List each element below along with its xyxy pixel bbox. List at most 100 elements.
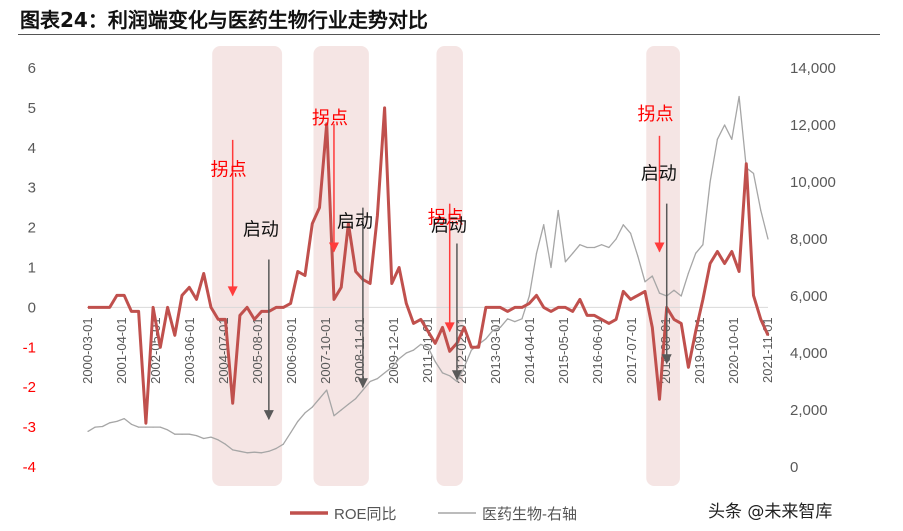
roe-yoy-line-point [383, 107, 386, 109]
pharma-index-line-point [275, 447, 277, 450]
pharma-index-line-point [210, 436, 212, 438]
roe-yoy-line-point [760, 318, 762, 320]
pharma-index-line-point [622, 224, 624, 226]
annotation-label-start: 启动 [641, 164, 677, 184]
x-tick-label: 2016-06-01 [590, 317, 605, 384]
roe-yoy-line-point [506, 310, 509, 312]
roe-yoy-line-point [174, 334, 176, 336]
legend-roe-label: ROE同比 [334, 506, 397, 523]
roe-yoy-line-point [289, 302, 292, 305]
annotation-label-start: 启动 [431, 216, 467, 236]
pharma-index-line-point [601, 244, 603, 246]
roe-yoy-line-point [333, 298, 335, 301]
roe-yoy-line-point [499, 306, 501, 308]
pharma-index-line-point [87, 430, 89, 432]
roe-yoy-line-point [318, 207, 321, 209]
roe-yoy-line-point [557, 306, 559, 308]
roe-yoy-line-point [658, 398, 661, 400]
pharma-index-line-point [333, 415, 335, 417]
x-tick-label: 2008-11-01 [352, 317, 367, 383]
x-tick-label: 2021-11-01 [760, 317, 775, 383]
right-axis-ticks: 14,000 12,000 10,000 8,000 6,000 4,000 2,000 0 [790, 60, 836, 476]
watermark: 头条 @未来智库 [708, 502, 833, 522]
left-tick-label: 5 [28, 100, 36, 117]
pharma-index-line-point [159, 426, 161, 428]
pharma-index-line-point [564, 261, 567, 263]
left-axis-ticks: 6 5 4 3 2 1 0 -1 -2 -3 -4 [23, 60, 36, 476]
roe-yoy-line-point [550, 310, 552, 312]
pharma-index-line-point [94, 426, 96, 428]
left-tick-label: 6 [28, 60, 36, 77]
roe-yoy-line-point [622, 290, 624, 293]
roe-yoy-line-point [239, 314, 241, 316]
roe-yoy-line-point [470, 346, 473, 348]
left-tick-label: -3 [23, 419, 36, 436]
pharma-index-line-point [152, 426, 154, 428]
annotation-arrowhead-turn [654, 242, 665, 253]
roe-yoy-line-point [224, 318, 227, 320]
annotation-label-turn: 拐点 [211, 160, 247, 180]
pharma-index-line-point [188, 433, 190, 435]
roe-yoy-line-point [253, 318, 255, 320]
pharma-index-line-point [376, 378, 378, 380]
pharma-index-line-point [412, 349, 415, 351]
pharma-index-line-point [427, 346, 429, 348]
pharma-index-line-point [499, 326, 501, 328]
roe-yoy-line-point [738, 270, 740, 273]
left-tick-label: -4 [23, 459, 36, 476]
pharma-index-line-point [318, 398, 321, 400]
roe-yoy-line-point [376, 215, 378, 217]
roe-yoy-line-point [355, 270, 357, 273]
roe-yoy-line-point [752, 294, 755, 297]
x-tick-label: 2013-03-01 [488, 317, 503, 384]
annotation-arrowhead-start [357, 378, 368, 389]
roe-yoy-line-point [166, 306, 169, 308]
pharma-index-line-point [550, 266, 552, 269]
roe-yoy-line-point [702, 298, 704, 301]
pharma-index-line-point [340, 409, 342, 411]
pharma-index-line-point [101, 425, 104, 428]
annotation-arrowhead-turn [227, 286, 238, 297]
pharma-index-line-point [311, 406, 313, 408]
roe-yoy-line-point [138, 310, 140, 312]
left-tick-label: -2 [23, 379, 36, 396]
pharma-index-line-point [398, 358, 400, 360]
pharma-index-line-point [608, 246, 610, 249]
roe-yoy-line-point [586, 314, 588, 316]
x-tick-label: 2009-12-01 [386, 317, 401, 384]
roe-yoy-line-point [159, 346, 161, 348]
roe-yoy-line-point [304, 274, 306, 277]
pharma-index-line-point [268, 450, 270, 452]
pharma-index-line-point [138, 426, 140, 428]
title-divider [18, 34, 880, 35]
roe-yoy-line-point [492, 306, 494, 308]
annotation-arrowhead-start [661, 354, 672, 365]
roe-yoy-line-point [123, 294, 125, 297]
roe-yoy-line-point [326, 123, 328, 125]
pharma-index-line-point [752, 172, 755, 175]
roe-yoy-line-point [347, 223, 350, 225]
roe-yoy-line-point [463, 326, 465, 328]
pharma-index-line-point [297, 420, 299, 422]
pharma-index-line-point [615, 238, 617, 240]
roe-yoy-line-point [261, 310, 263, 312]
roe-yoy-line-point [412, 322, 415, 324]
pharma-index-line-point [470, 349, 473, 351]
roe-yoy-line-point [601, 318, 603, 320]
roe-yoy-line-point [188, 286, 190, 289]
roe-yoy-line-point [130, 310, 133, 312]
pharma-index-line-point [181, 433, 183, 435]
pharma-index-line-point [586, 246, 588, 249]
roe-yoy-line-point [405, 302, 407, 305]
figure-title: 图表24：利润端变化与医药生物行业走势对比 [20, 8, 428, 32]
roe-yoy-line-point [572, 310, 574, 312]
pharma-index-line-point [543, 224, 545, 226]
roe-yoy-line-point [767, 334, 769, 336]
pharma-index-line-point [593, 246, 595, 249]
pharma-index-line-point [326, 389, 328, 391]
pharma-index-line-point [738, 95, 740, 98]
pharma-index-line-point [383, 372, 386, 374]
right-tick-label: 12,000 [790, 117, 836, 134]
